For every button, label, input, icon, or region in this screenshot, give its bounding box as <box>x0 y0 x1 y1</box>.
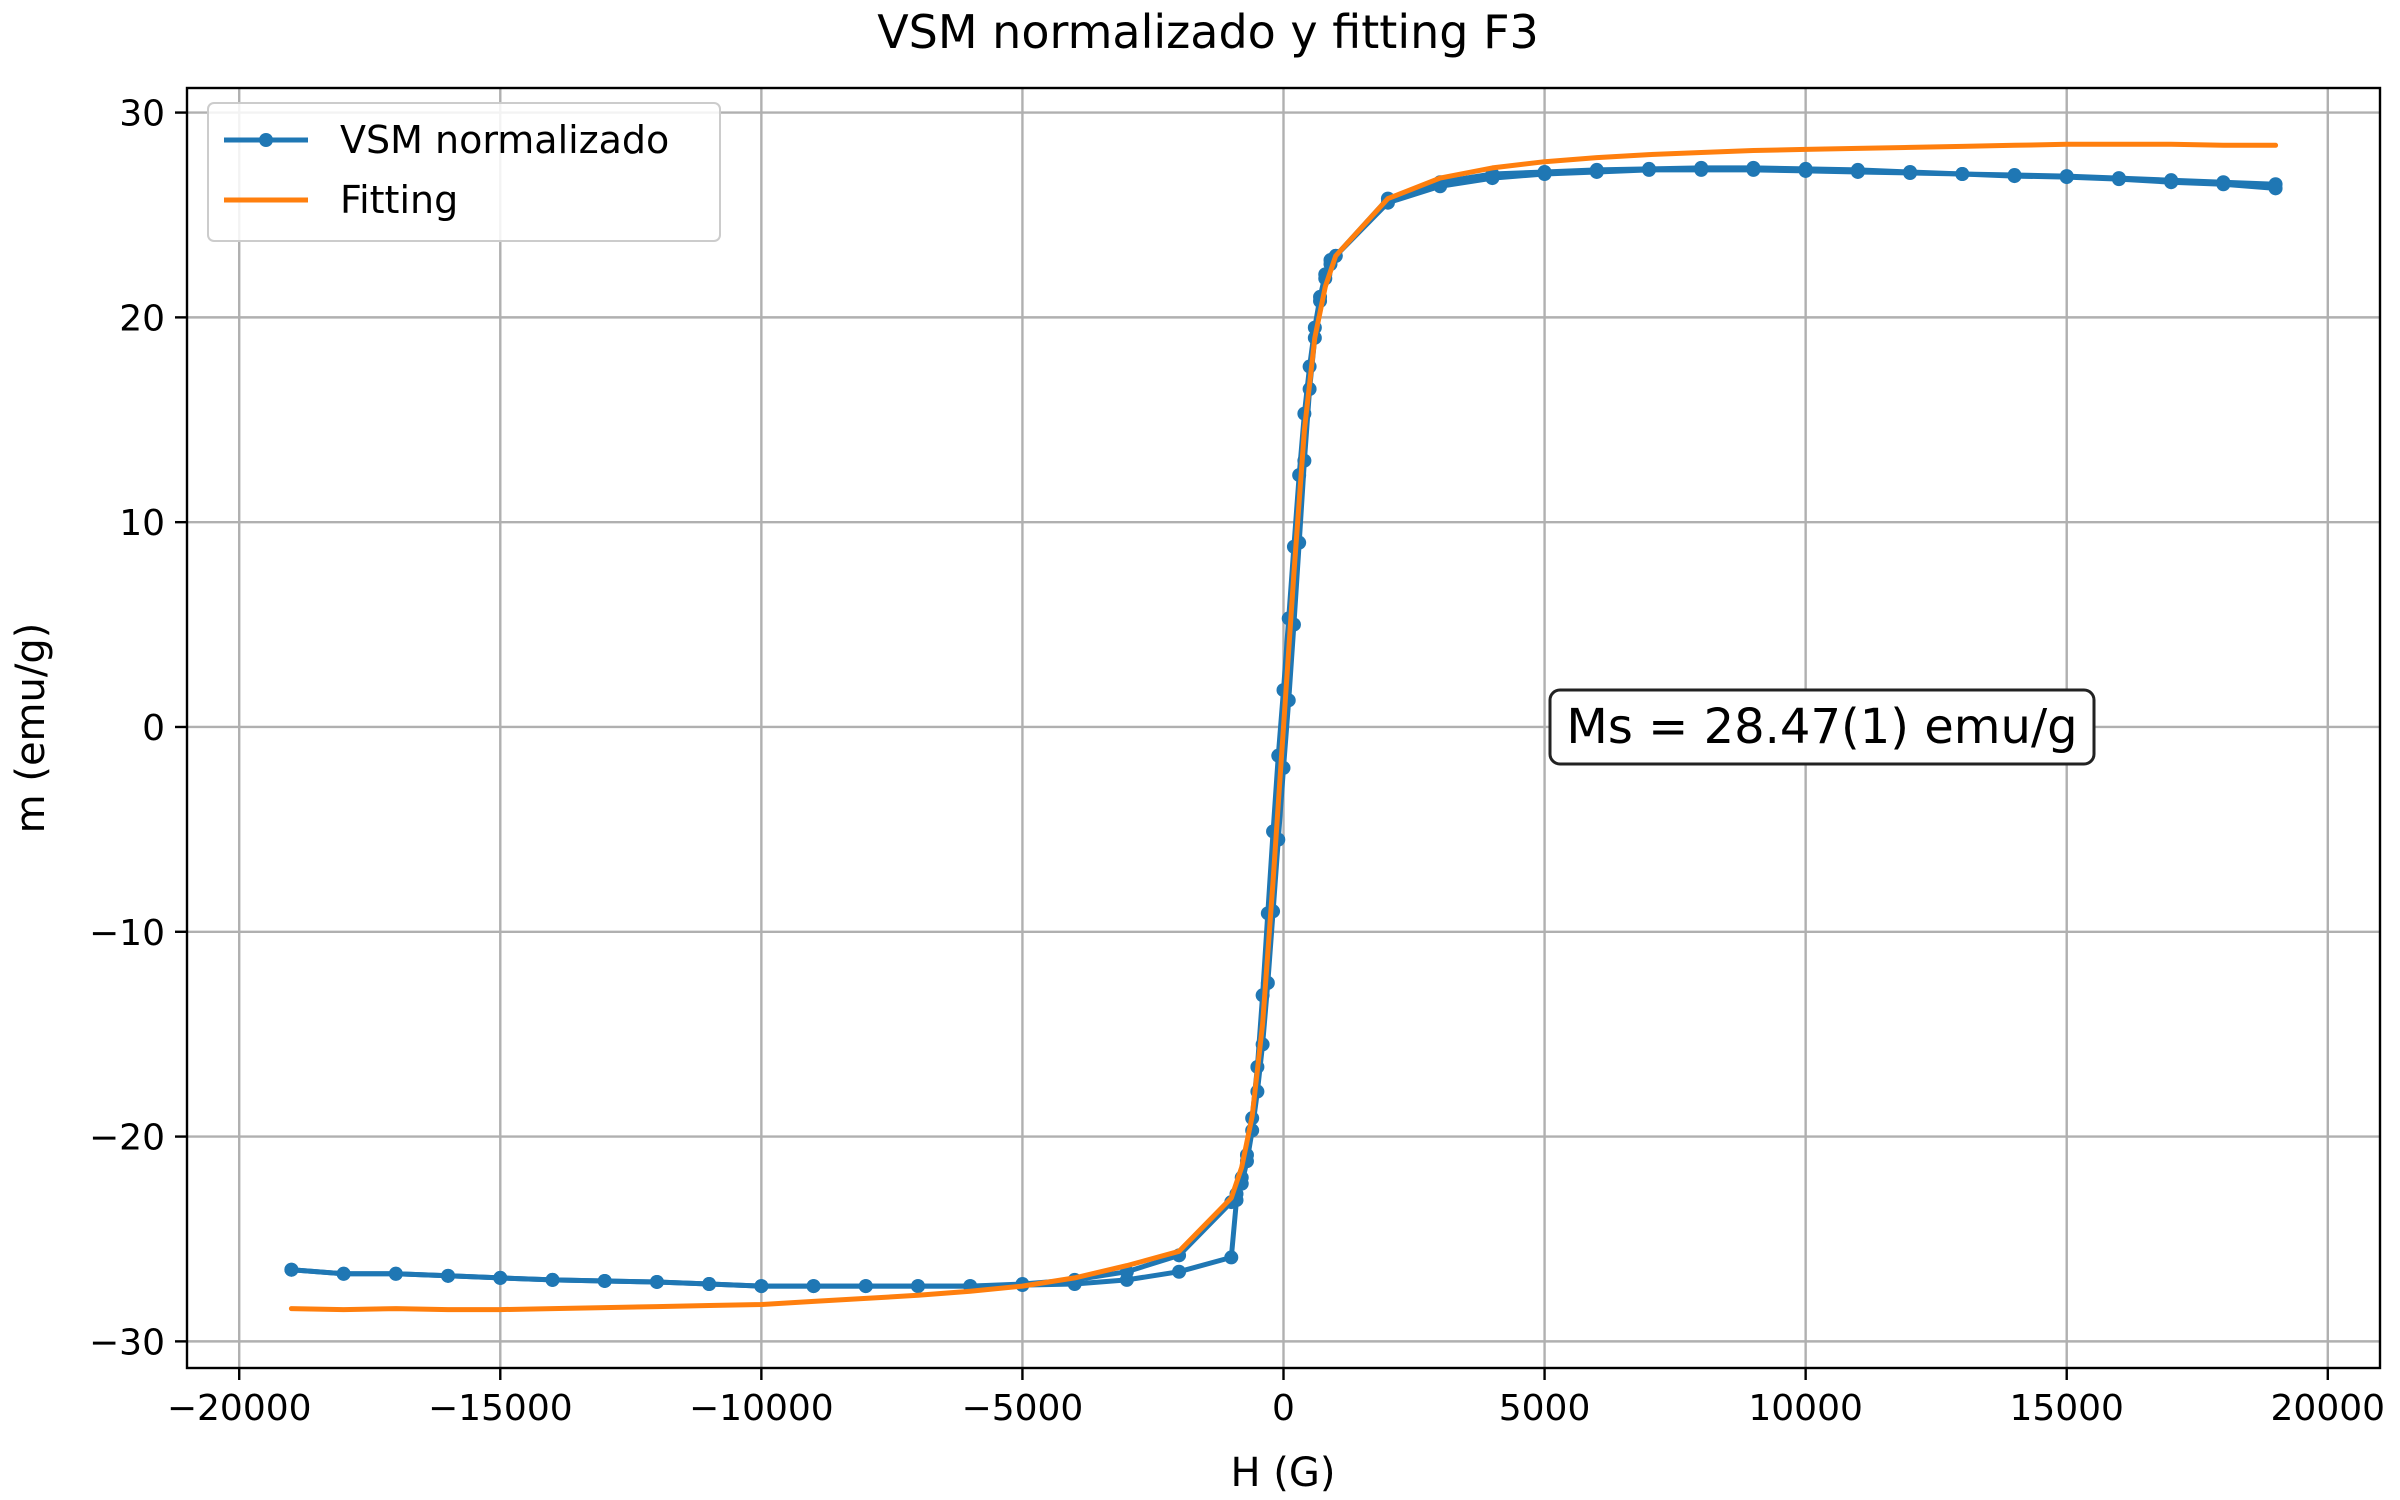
data-point-vsm-normalizado <box>1746 160 1761 175</box>
y-tick-label: 0 <box>142 708 165 749</box>
data-point-vsm-normalizado <box>441 1268 456 1283</box>
data-point-vsm-normalizado <box>1694 160 1709 175</box>
data-point-vsm-normalizado <box>1589 162 1604 177</box>
legend-label-fitting: Fitting <box>340 178 458 222</box>
data-point-vsm-normalizado <box>1537 164 1552 179</box>
legend-marker-vsm <box>259 133 273 147</box>
y-tick-label: −10 <box>89 913 165 954</box>
x-tick-label: 5000 <box>1499 1388 1591 1429</box>
data-point-vsm-normalizado <box>284 1262 299 1277</box>
data-point-vsm-normalizado <box>702 1277 717 1292</box>
x-tick-label: −5000 <box>962 1388 1084 1429</box>
data-point-vsm-normalizado <box>2268 181 2283 196</box>
data-point-vsm-normalizado <box>2007 169 2022 184</box>
data-point-vsm-normalizado <box>2059 170 2074 185</box>
data-point-vsm-normalizado <box>1642 161 1656 176</box>
grid <box>187 88 2380 1368</box>
data-point-vsm-normalizado <box>806 1279 821 1294</box>
annotation-box <box>1548 688 2096 766</box>
annotation-text: Ms = 28.47(1) emu/g <box>1566 699 2077 755</box>
data-point-vsm-normalizado <box>1850 162 1865 177</box>
x-tick-label: −15000 <box>428 1388 573 1429</box>
y-tick-label: 10 <box>119 503 165 544</box>
x-axis-label: H (G) <box>1231 1450 1336 1496</box>
data-point-vsm-normalizado <box>493 1270 508 1285</box>
legend-label-vsm: VSM normalizado <box>340 118 669 162</box>
data-point-vsm-normalizado <box>1798 161 1813 176</box>
data-point-vsm-normalizado <box>388 1266 403 1281</box>
x-tick-label: −20000 <box>167 1388 312 1429</box>
data-point-vsm-normalizado <box>1903 164 1918 179</box>
y-tick-label: −20 <box>89 1118 165 1159</box>
legend-box <box>207 102 721 242</box>
ticks: −20000 −15000 −10000 −5000 0 5000 10000 15000 20… <box>89 94 2385 1429</box>
x-tick-label: 15000 <box>2009 1388 2124 1429</box>
y-tick-label: 30 <box>119 94 165 135</box>
series-line-fitting <box>288 141 2279 1313</box>
annotation: Ms = 28.47(1) emu/g <box>1548 688 2096 766</box>
data-point-vsm-normalizado <box>911 1279 925 1294</box>
data-point-vsm-normalizado <box>336 1266 351 1281</box>
data-point-vsm-normalizado <box>545 1272 560 1287</box>
data-point-vsm-normalizado <box>597 1273 612 1288</box>
y-tick-label: 20 <box>119 298 165 339</box>
y-axis-label: m (emu/g) <box>8 623 54 834</box>
chart-title: VSM normalizado y fitting F3 <box>877 5 1539 59</box>
data-point-vsm-normalizado <box>1172 1264 1187 1279</box>
data-point-vsm-normalizado <box>2164 175 2179 190</box>
y-tick-label: −30 <box>89 1322 165 1363</box>
data-point-vsm-normalizado <box>2216 177 2231 192</box>
legend: VSM normalizado Fitting <box>207 102 721 242</box>
x-tick-label: 0 <box>1272 1388 1295 1429</box>
data-point-vsm-normalizado <box>649 1274 664 1289</box>
data-point-vsm-normalizado <box>2111 172 2126 187</box>
data-point-vsm-normalizado <box>754 1279 769 1294</box>
data-point-vsm-normalizado <box>858 1279 873 1294</box>
x-tick-label: 10000 <box>1748 1388 1863 1429</box>
x-tick-label: 20000 <box>2271 1388 2386 1429</box>
x-tick-label: −10000 <box>689 1388 834 1429</box>
data-point-vsm-normalizado <box>1224 1250 1239 1265</box>
series-layer <box>284 141 2283 1313</box>
data-point-vsm-normalizado <box>1955 167 1970 182</box>
